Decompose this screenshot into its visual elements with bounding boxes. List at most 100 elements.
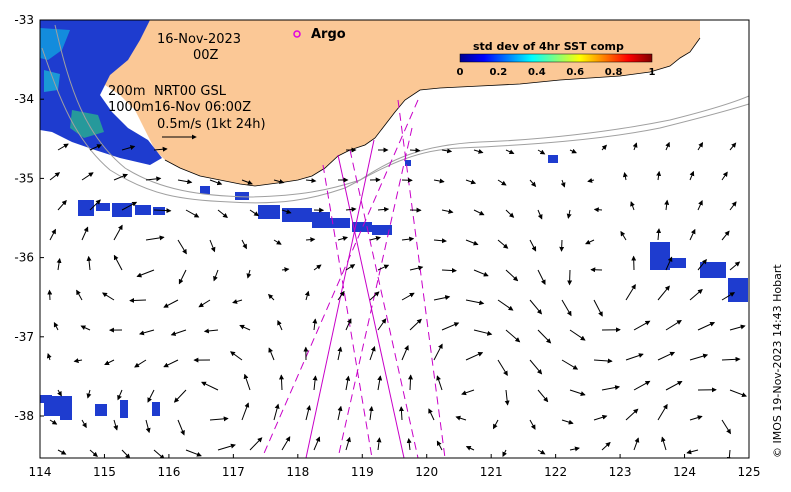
current-vector-arrow-icon	[665, 141, 670, 151]
current-vector-arrow-icon	[729, 261, 741, 271]
current-vector-arrow-icon	[537, 269, 546, 285]
current-vector-arrow-icon	[86, 389, 92, 399]
current-vector-arrow-icon	[436, 375, 443, 391]
current-vector-arrow-icon	[217, 443, 236, 451]
current-vector-arrow-icon	[433, 238, 447, 244]
current-vector-arrow-icon	[345, 375, 351, 391]
current-vector-arrow-icon	[492, 419, 499, 430]
y-tick-label: -34	[14, 92, 34, 106]
credit-label: © IMOS 19-Nov-2023 14:43 Hobart	[771, 264, 784, 458]
current-vector-arrow-icon	[281, 267, 290, 273]
current-vector-arrow-icon	[625, 353, 644, 361]
current-vector-arrow-icon	[89, 449, 98, 457]
x-tick-label: 116	[157, 465, 180, 479]
current-vector-arrow-icon	[305, 178, 317, 184]
current-vector-arrow-icon	[502, 449, 507, 458]
x-tick-label: 114	[29, 465, 52, 479]
current-vector-arrow-icon	[121, 201, 138, 211]
current-vector-arrow-icon	[537, 389, 549, 403]
current-vector-arrow-icon	[664, 199, 670, 211]
current-vector-arrow-icon	[243, 373, 251, 391]
current-vector-arrow-icon	[465, 352, 484, 361]
current-vector-arrow-icon	[601, 144, 607, 151]
current-vector-arrow-icon	[209, 239, 216, 253]
current-vector-arrow-icon	[566, 209, 572, 219]
current-vector-arrow-icon	[409, 318, 422, 331]
colorbar-tick-label: 0.4	[528, 67, 546, 78]
current-vector-arrow-icon	[313, 264, 322, 271]
current-vector-arrow-icon	[721, 419, 731, 435]
current-vector-arrow-icon	[408, 374, 414, 391]
current-vector-arrow-icon	[57, 389, 62, 397]
current-vector-arrow-icon	[185, 209, 200, 218]
coastline	[164, 37, 701, 187]
current-vector-arrow-icon	[57, 449, 67, 455]
current-vector-arrow-icon	[630, 201, 635, 211]
x-tick-label: 121	[480, 465, 503, 479]
current-vector-arrow-icon	[633, 320, 651, 331]
current-vector-arrow-icon	[697, 258, 707, 271]
x-tick-label: 123	[609, 465, 632, 479]
current-vector-arrow-icon	[273, 403, 280, 421]
current-vector-arrow-icon	[101, 292, 115, 301]
x-tick-label: 122	[544, 465, 567, 479]
current-vector-arrow-icon	[726, 449, 732, 458]
current-vector-arrow-icon	[249, 209, 260, 217]
x-tick-label: 125	[738, 465, 761, 479]
current-vector-arrow-icon	[241, 402, 250, 421]
colorbar-tick-label: 1	[649, 67, 656, 78]
current-vector-arrow-icon	[121, 145, 136, 151]
current-vector-arrow-icon	[569, 389, 586, 396]
current-vector-arrow-icon	[473, 269, 489, 277]
current-vector-arrow-icon	[567, 269, 573, 286]
current-vectors	[46, 141, 747, 458]
current-vector-arrow-icon	[697, 321, 716, 331]
current-vector-arrow-icon	[46, 353, 52, 361]
colorbar: std dev of 4hr SST comp 0 0.2 0.4 0.6 0.8 1	[457, 40, 656, 78]
current-vector-arrow-icon	[497, 179, 507, 186]
current-vector-arrow-icon	[729, 201, 737, 211]
current-vector-arrow-icon	[406, 437, 412, 451]
current-vector-arrow-icon	[620, 230, 627, 241]
current-vector-arrow-icon	[441, 322, 460, 331]
current-vector-arrow-icon	[504, 389, 510, 406]
current-vector-arrow-icon	[121, 449, 131, 458]
current-vector-arrow-icon	[377, 318, 387, 331]
current-vector-arrow-icon	[57, 199, 67, 211]
current-vector-arrow-icon	[129, 297, 147, 303]
current-vector-arrow-icon	[441, 208, 454, 214]
sst-patch-west	[40, 20, 162, 165]
current-vector-arrow-icon	[113, 224, 123, 241]
current-vector-arrow-icon	[56, 257, 62, 271]
current-vector-arrow-icon	[305, 237, 316, 243]
current-vector-arrow-icon	[305, 404, 311, 421]
current-vector-arrow-icon	[729, 324, 746, 331]
current-vector-arrow-icon	[213, 269, 219, 282]
isobath-200-label: 200m	[108, 84, 145, 99]
current-vector-arrow-icon	[433, 343, 443, 361]
current-vector-arrow-icon	[657, 403, 668, 421]
current-vector-arrow-icon	[369, 236, 382, 241]
y-tick-label: -36	[14, 251, 34, 265]
current-vector-arrow-icon	[409, 147, 421, 153]
current-vector-arrow-icon	[49, 228, 56, 241]
current-vector-arrow-icon	[729, 142, 737, 151]
current-vector-arrow-icon	[163, 299, 179, 308]
current-vector-arrow-icon	[689, 415, 703, 421]
current-vector-arrow-icon	[409, 265, 424, 271]
current-vector-arrow-icon	[178, 269, 187, 285]
current-vector-arrow-icon	[273, 179, 285, 184]
x-tick-label: 117	[222, 465, 245, 479]
current-vector-arrow-icon	[377, 264, 390, 271]
current-vector-arrow-icon	[76, 289, 83, 301]
colorbar-tick-label: 0	[457, 67, 464, 78]
current-vector-arrow-icon	[689, 288, 703, 301]
current-vector-arrow-icon	[281, 436, 291, 451]
current-vector-arrow-icon	[505, 209, 515, 218]
current-vector-arrow-icon	[377, 206, 390, 212]
current-vector-arrow-icon	[593, 207, 603, 213]
product-label: NRT00 GSL	[154, 84, 227, 99]
current-vector-arrow-icon	[473, 149, 484, 154]
x-tick-label: 119	[351, 465, 374, 479]
current-vector-arrow-icon	[569, 446, 580, 452]
